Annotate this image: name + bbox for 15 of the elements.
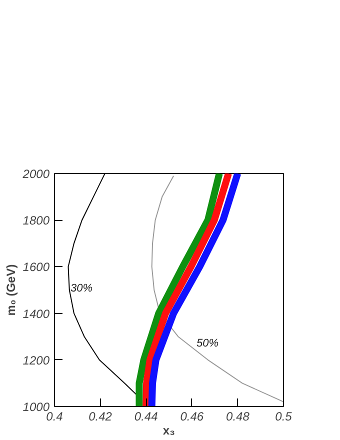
y-tick-label: 2000 (22, 167, 50, 181)
y-tick-label: 1200 (22, 353, 50, 368)
x-tick-label: 0.46 (180, 410, 204, 424)
y-axis-title: m₀ (GeV) (4, 264, 18, 316)
annotation: 30% (70, 282, 93, 294)
y-tick-label: 1800 (22, 214, 50, 228)
x-tick-label: 0.42 (88, 410, 112, 424)
line-series (151, 175, 284, 402)
x-tick-label: 0.5 (275, 410, 292, 424)
y-tick-label: 1400 (22, 306, 50, 321)
x-tick-label: 0.48 (226, 410, 250, 424)
y-tick-label: 1600 (22, 260, 50, 274)
x-tick-label: 0.44 (134, 410, 158, 424)
annotation: 50% (196, 338, 219, 350)
x-axis-title: x₃ (162, 424, 176, 438)
